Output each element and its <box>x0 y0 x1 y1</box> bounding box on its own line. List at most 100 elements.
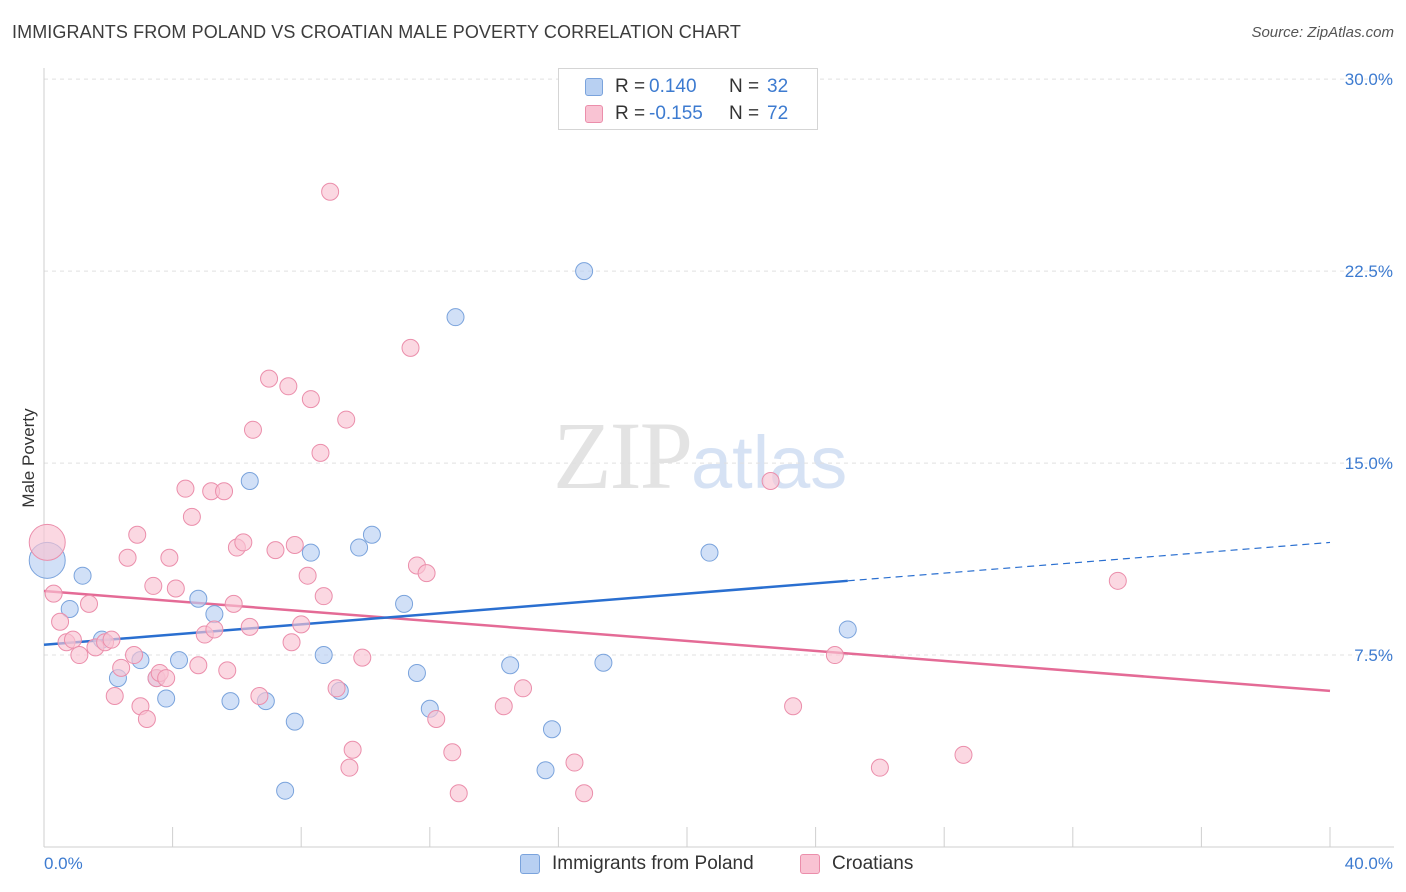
croatian-point <box>240 617 259 636</box>
poland-point <box>285 712 304 731</box>
croatian-trend-line <box>43 589 1331 693</box>
legend-n-label: N = <box>729 76 760 97</box>
croatian-point <box>870 758 889 777</box>
x-tick-label: 40.0% <box>1345 854 1393 873</box>
legend-r-value-poland: 0.140 <box>649 76 697 97</box>
croatian-point <box>105 686 124 705</box>
croatian-point <box>311 443 330 462</box>
bottom-legend-poland: Immigrants from Poland <box>520 852 754 876</box>
poland-point <box>221 692 240 711</box>
croatian-point <box>144 576 163 595</box>
legend-row-croatian: R = -0.155 N = 72 <box>585 101 788 127</box>
legend-swatch-poland <box>585 78 603 96</box>
croatian-point <box>80 594 99 613</box>
grid-lines <box>44 78 1394 656</box>
poland-point <box>170 651 189 670</box>
croatian-point <box>784 697 803 716</box>
bottom-legend-croatian: Croatians <box>800 852 913 876</box>
croatian-point <box>575 784 594 803</box>
croatian-point <box>761 471 780 490</box>
croatian-point <box>565 753 584 772</box>
croatian-point <box>243 420 262 439</box>
legend-r-label: R = <box>615 103 646 124</box>
croatian-point <box>825 646 844 665</box>
croatian-point <box>327 679 346 698</box>
croatian-point <box>215 482 234 501</box>
croatian-point <box>314 587 333 606</box>
croatian-point <box>51 612 70 631</box>
poland-point <box>362 525 381 544</box>
croatian-point <box>166 579 185 598</box>
croatian-point <box>112 658 131 677</box>
croatian-point <box>443 743 462 762</box>
x-tick-label: 0.0% <box>44 854 83 873</box>
croatian-point <box>266 541 285 560</box>
poland-point <box>838 620 857 639</box>
poland-point <box>276 781 295 800</box>
poland-point <box>60 599 79 618</box>
croatian-point <box>205 620 224 639</box>
poland-point <box>700 543 719 562</box>
watermark-zip: ZIP <box>553 402 693 509</box>
poland-point <box>407 663 426 682</box>
croatian-point <box>137 710 156 729</box>
croatian-point <box>343 740 362 759</box>
croatian-point <box>218 661 237 680</box>
poland-point <box>314 646 333 665</box>
watermark-atlas: atlas <box>691 421 848 504</box>
croatian-point <box>157 669 176 688</box>
bottom-legend-label-poland: Immigrants from Poland <box>552 853 754 874</box>
poland-point <box>301 543 320 562</box>
y-tick-label: 7.5% <box>1354 646 1393 665</box>
croatian-point <box>401 338 420 357</box>
poland-point <box>350 538 369 557</box>
croatian-point <box>260 369 279 388</box>
watermark: ZIPatlas <box>553 400 847 511</box>
poland-point <box>395 594 414 613</box>
bottom-legend-label-croatian: Croatians <box>832 853 914 874</box>
croatian-point <box>176 479 195 498</box>
croatian-point <box>298 566 317 585</box>
croatian-point <box>340 758 359 777</box>
croatian-point <box>28 523 66 561</box>
croatian-point <box>494 697 513 716</box>
croatian-point <box>102 630 121 649</box>
y-axis-title: Male Poverty <box>19 408 38 508</box>
croatian-point <box>44 584 63 603</box>
legend-n-label: N = <box>729 103 760 124</box>
poland-point <box>157 689 176 708</box>
croatian-point <box>1108 571 1127 590</box>
axes <box>43 68 1394 848</box>
croatian-point <box>182 507 201 526</box>
poland-point <box>575 262 594 281</box>
croatian-point <box>70 646 89 665</box>
tick-labels: 7.5% 15.0% 22.5% 30.0% 0.0% 40.0% Male Poverty <box>19 70 1393 873</box>
data-points <box>28 182 1127 803</box>
source-label: Source: ZipAtlas.com <box>1251 24 1394 41</box>
legend-n-value-poland: 32 <box>767 76 789 97</box>
croatian-point <box>301 390 320 409</box>
bottom-legend-swatch-croatian <box>800 854 820 874</box>
legend-r-label: R = <box>615 76 646 97</box>
croatian-point <box>353 648 372 667</box>
croatian-point <box>160 548 179 567</box>
croatian-point <box>321 182 340 201</box>
y-tick-label: 15.0% <box>1345 454 1393 473</box>
poland-trend-line <box>43 579 848 647</box>
legend-r-value-croatian: -0.155 <box>649 103 703 124</box>
croatian-point <box>118 548 137 567</box>
croatian-point <box>125 646 144 665</box>
croatian-point <box>279 377 298 396</box>
poland-point <box>594 653 613 672</box>
poland-point <box>446 308 465 327</box>
croatian-point <box>224 594 243 613</box>
legend-swatch-croatian <box>585 105 603 123</box>
legend-n-value-croatian: 72 <box>767 103 789 124</box>
legend-row-poland: R = 0.140 N = 32 <box>585 74 788 100</box>
croatian-point <box>427 710 446 729</box>
croatian-point <box>417 564 436 583</box>
poland-point <box>73 566 92 585</box>
croatian-point <box>514 679 533 698</box>
trend-lines <box>43 541 1331 693</box>
